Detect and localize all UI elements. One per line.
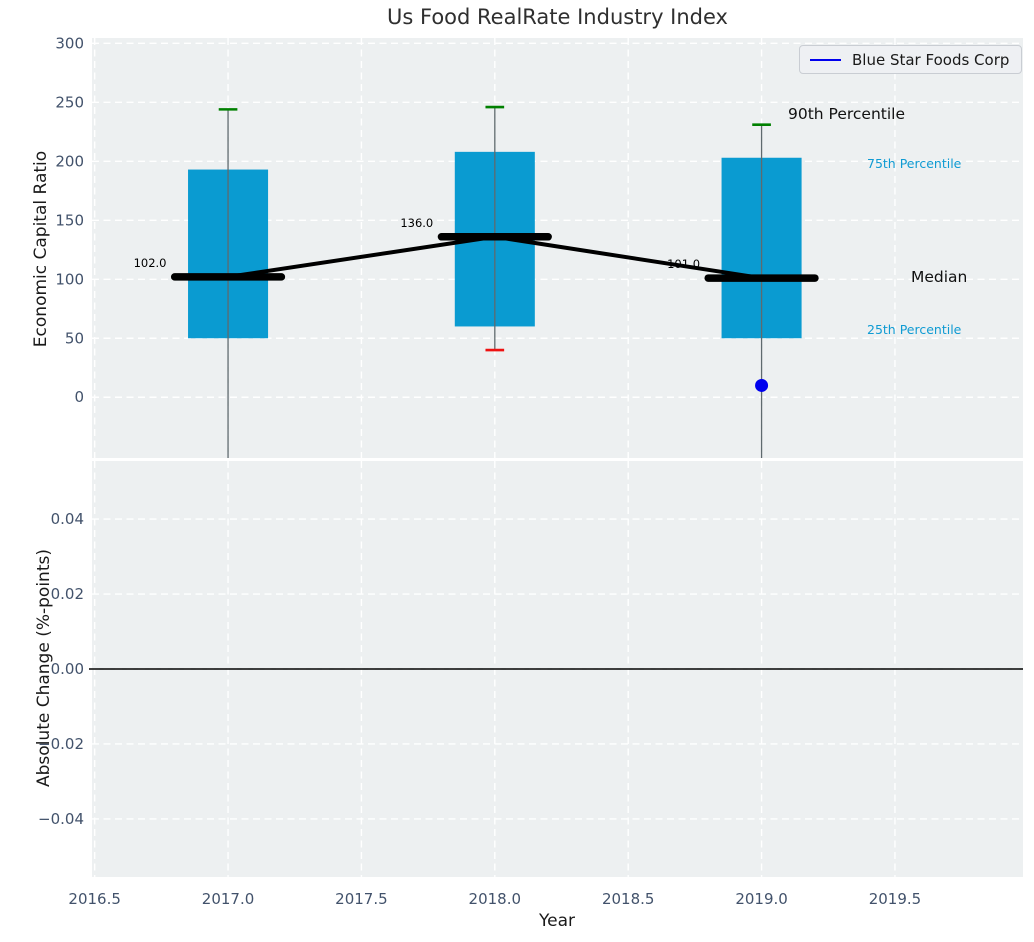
- x-tick-label: 2016.5: [68, 890, 121, 908]
- label-75th-percentile: 75th Percentile: [867, 156, 962, 171]
- bottom-y-tick-label: 0.04: [51, 510, 84, 528]
- chart-title: Us Food RealRate Industry Index: [387, 5, 728, 29]
- top-y-tick-label: 0: [74, 388, 84, 406]
- top-y-tick-label: 200: [55, 152, 84, 170]
- label-90th-percentile: 90th Percentile: [788, 105, 906, 123]
- legend: Blue Star Foods Corp: [799, 45, 1023, 74]
- x-tick-label: 2018.5: [602, 890, 655, 908]
- top-y-tick-label: 150: [55, 211, 84, 229]
- legend-line-sample-icon: [810, 58, 841, 61]
- bottom-y-axis-label: Absolute Change (%-points): [34, 549, 54, 787]
- x-tick-label: 2018.0: [469, 890, 522, 908]
- bottom-y-tick-label: 0.02: [51, 585, 84, 603]
- label-median: Median: [911, 268, 968, 286]
- median-value-label: 102.0: [134, 256, 167, 270]
- top-y-tick-label: 250: [55, 93, 84, 111]
- legend-label: Blue Star Foods Corp: [852, 50, 1010, 69]
- x-tick-label: 2019.5: [869, 890, 922, 908]
- median-value-label: 136.0: [400, 216, 433, 230]
- top-y-tick-label: 100: [55, 270, 84, 288]
- bottom-y-tick-label: −0.02: [38, 735, 84, 753]
- top-y-axis-label: Economic Capital Ratio: [31, 150, 51, 348]
- bottom-y-tick-label: −0.04: [38, 810, 84, 828]
- label-25th-percentile: 25th Percentile: [867, 322, 962, 337]
- x-tick-label: 2019.0: [735, 890, 788, 908]
- x-tick-label: 2017.5: [335, 890, 388, 908]
- top-y-tick-label: 50: [65, 329, 84, 347]
- company-data-point: [755, 378, 769, 392]
- top-y-tick-label: 300: [55, 34, 84, 52]
- x-axis-label: Year: [539, 911, 575, 931]
- bottom-y-tick-label: 0.00: [51, 660, 84, 678]
- x-tick-label: 2017.0: [202, 890, 255, 908]
